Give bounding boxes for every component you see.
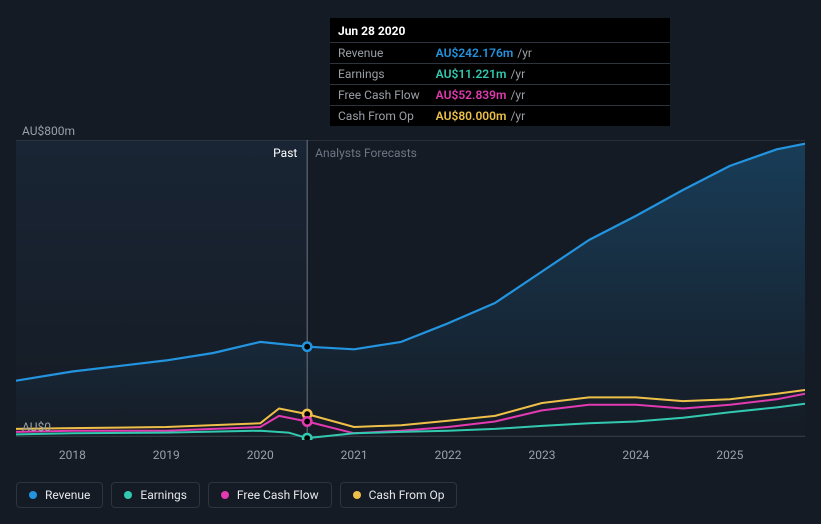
- y-axis-label: AU$800m: [22, 124, 75, 138]
- tooltip-row-value: AU$52.839m/yr: [428, 85, 670, 106]
- chart-tooltip: Jun 28 2020 RevenueAU$242.176m/yrEarning…: [330, 18, 670, 126]
- financial-chart: Jun 28 2020 RevenueAU$242.176m/yrEarning…: [0, 0, 821, 524]
- tooltip-row: Free Cash FlowAU$52.839m/yr: [330, 85, 670, 106]
- tooltip-row-label: Cash From Op: [330, 106, 428, 127]
- x-axis-tick: 2025: [716, 448, 743, 462]
- highlight-marker-free-cash-flow: [303, 417, 311, 425]
- legend-label: Cash From Op: [369, 488, 445, 502]
- x-axis-tick: 2022: [435, 448, 462, 462]
- legend-dot-icon: [221, 491, 229, 499]
- y-axis-label: AU$0: [22, 420, 51, 434]
- legend-item-revenue[interactable]: Revenue: [16, 482, 103, 508]
- legend-item-cash-from-op[interactable]: Cash From Op: [340, 482, 458, 508]
- legend-label: Revenue: [45, 488, 90, 502]
- tooltip-date: Jun 28 2020: [330, 18, 670, 42]
- past-section-label: Past: [273, 146, 297, 160]
- legend-dot-icon: [29, 491, 37, 499]
- x-axis-tick: 2023: [529, 448, 556, 462]
- highlight-marker-revenue: [303, 342, 311, 350]
- x-axis-tick: 2021: [341, 448, 368, 462]
- x-axis-tick: 2024: [622, 448, 649, 462]
- x-axis-tick: 2019: [153, 448, 180, 462]
- legend-item-free-cash-flow[interactable]: Free Cash Flow: [208, 482, 332, 508]
- tooltip-row-label: Earnings: [330, 64, 428, 85]
- tooltip-row: RevenueAU$242.176m/yr: [330, 43, 670, 64]
- legend-dot-icon: [124, 491, 132, 499]
- legend-label: Free Cash Flow: [237, 488, 319, 502]
- forecast-section-label: Analysts Forecasts: [315, 146, 417, 160]
- x-axis-tick: 2018: [59, 448, 86, 462]
- tooltip-row-value: AU$242.176m/yr: [428, 43, 670, 64]
- legend-dot-icon: [353, 491, 361, 499]
- tooltip-row: EarningsAU$11.221m/yr: [330, 64, 670, 85]
- tooltip-row-value: AU$80.000m/yr: [428, 106, 670, 127]
- chart-legend: Revenue Earnings Free Cash Flow Cash From O…: [16, 482, 457, 508]
- chart-plot-area[interactable]: [16, 140, 805, 440]
- x-axis-tick: 2020: [247, 448, 274, 462]
- legend-label: Earnings: [140, 488, 187, 502]
- highlight-marker-earnings: [303, 434, 311, 440]
- legend-item-earnings[interactable]: Earnings: [111, 482, 200, 508]
- tooltip-row-value: AU$11.221m/yr: [428, 64, 670, 85]
- tooltip-row-label: Free Cash Flow: [330, 85, 428, 106]
- tooltip-row: Cash From OpAU$80.000m/yr: [330, 106, 670, 127]
- tooltip-table: RevenueAU$242.176m/yrEarningsAU$11.221m/…: [330, 42, 670, 126]
- tooltip-row-label: Revenue: [330, 43, 428, 64]
